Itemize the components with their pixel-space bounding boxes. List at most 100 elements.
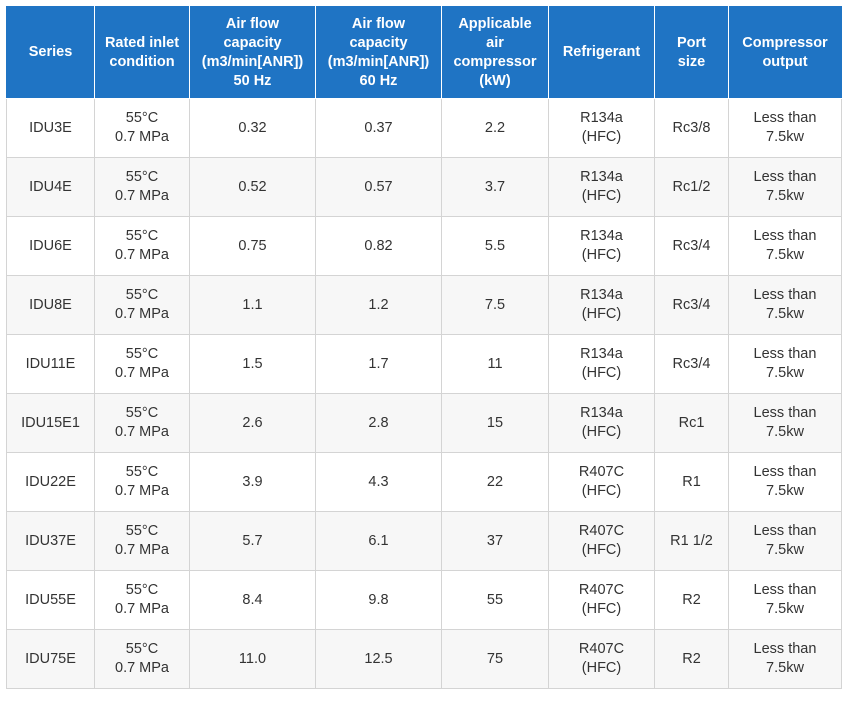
header-air-flow-60hz: Air flow capacity (m3/min[ANR]) 60 Hz [315, 6, 442, 99]
compressor-output-cell: Less than 7.5kw [728, 275, 842, 335]
rated-inlet-condition-cell-line: 55°C [125, 110, 159, 126]
refrigerant-cell-line: (HFC) [581, 483, 622, 499]
header-series: Series [6, 6, 95, 99]
header-line: Air flow [225, 15, 280, 32]
compressor-output-cell: Less than 7.5kw [728, 98, 842, 158]
rated-inlet-condition-cell-line: 0.7 MPa [115, 365, 169, 381]
rated-inlet-condition-cell: 55°C 0.7 MPa [94, 629, 190, 689]
refrigerant-cell-line: R134a [580, 228, 623, 244]
compressor-output-cell: Less than 7.5kw [728, 452, 842, 512]
refrigerant-cell-line: (HFC) [581, 542, 622, 558]
rated-inlet-condition-cell-line: 55°C [125, 169, 159, 185]
refrigerant-cell-line: R134a [580, 169, 623, 185]
header-line: air [486, 34, 504, 51]
applicable-compressor-kw-cell: 2.2 [441, 98, 549, 158]
air-flow-50hz-cell: 11.0 [189, 629, 316, 689]
header-line: capacity [349, 34, 408, 51]
refrigerant-cell-line: (HFC) [581, 365, 622, 381]
refrigerant-cell-line: R134a [580, 287, 623, 303]
refrigerant-cell: R134a (HFC) [548, 393, 655, 453]
air-flow-50hz-cell: 2.6 [189, 393, 316, 453]
refrigerant-cell: R407C (HFC) [548, 511, 655, 571]
air-flow-50hz-cell: 5.7 [189, 511, 316, 571]
series-cell: IDU55E [6, 570, 95, 630]
port-size-cell: Rc3/4 [654, 334, 729, 394]
header-line: 60 Hz [359, 72, 398, 89]
air-flow-50hz-cell: 3.9 [189, 452, 316, 512]
refrigerant-cell-line: R134a [580, 405, 623, 421]
rated-inlet-condition-cell-line: 0.7 MPa [115, 129, 169, 145]
rated-inlet-condition-cell-line: 0.7 MPa [115, 483, 169, 499]
air-flow-60hz-cell: 0.57 [315, 157, 442, 217]
refrigerant-cell: R134a (HFC) [548, 98, 655, 158]
compressor-output-cell-line: 7.5kw [766, 542, 804, 558]
header-applicable-air-compressor: Applicable air compressor (kW) [441, 6, 549, 99]
compressor-output-cell-line: Less than [753, 110, 817, 126]
compressor-output-cell-line: 7.5kw [766, 306, 804, 322]
compressor-output-cell-line: Less than [753, 641, 817, 657]
air-flow-50hz-cell: 0.52 [189, 157, 316, 217]
series-cell: IDU8E [6, 275, 95, 335]
header-line: output [762, 53, 808, 70]
table-row: IDU75E 55°C 0.7 MPa 11.0 12.5 75 R407C (HFC) R2 L… [6, 629, 842, 689]
compressor-output-cell: Less than 7.5kw [728, 393, 842, 453]
refrigerant-cell-line: (HFC) [581, 247, 622, 263]
refrigerant-cell-line: R134a [580, 110, 623, 126]
header-line: size [677, 53, 706, 70]
rated-inlet-condition-cell-line: 0.7 MPa [115, 247, 169, 263]
port-size-cell: Rc1/2 [654, 157, 729, 217]
compressor-output-cell-line: Less than [753, 346, 817, 362]
table-row: IDU11E 55°C 0.7 MPa 1.5 1.7 11 R134a (HFC) Rc3/4… [6, 334, 842, 394]
air-flow-60hz-cell: 0.82 [315, 216, 442, 276]
air-flow-50hz-cell: 1.5 [189, 334, 316, 394]
rated-inlet-condition-cell-line: 0.7 MPa [115, 188, 169, 204]
rated-inlet-condition-cell-line: 55°C [125, 464, 159, 480]
compressor-output-cell-line: Less than [753, 464, 817, 480]
compressor-output-cell-line: 7.5kw [766, 660, 804, 676]
refrigerant-cell-line: (HFC) [581, 424, 622, 440]
table-body: IDU3E 55°C 0.7 MPa 0.32 0.37 2.2 R134a (HFC) Rc3… [6, 98, 842, 689]
table-row: IDU15E1 55°C 0.7 MPa 2.6 2.8 15 R134a (HFC) Rc1 L… [6, 393, 842, 453]
air-flow-60hz-cell: 1.2 [315, 275, 442, 335]
air-flow-50hz-cell: 0.75 [189, 216, 316, 276]
series-cell: IDU6E [6, 216, 95, 276]
rated-inlet-condition-cell-line: 0.7 MPa [115, 660, 169, 676]
header-port-size: Port size [654, 6, 729, 99]
header-line: (m3/min[ANR]) [201, 53, 304, 70]
header-line: 50 Hz [233, 72, 272, 89]
rated-inlet-condition-cell-line: 55°C [125, 523, 159, 539]
refrigerant-cell-line: R407C [578, 641, 625, 657]
specification-table: Series Rated inlet condition Air flow capaci… [6, 6, 842, 689]
header-line: Compressor [742, 34, 828, 51]
compressor-output-cell-line: 7.5kw [766, 365, 804, 381]
refrigerant-cell-line: R134a [580, 346, 623, 362]
rated-inlet-condition-cell: 55°C 0.7 MPa [94, 511, 190, 571]
rated-inlet-condition-cell-line: 0.7 MPa [115, 306, 169, 322]
header-line: (kW) [479, 72, 511, 89]
air-flow-60hz-cell: 2.8 [315, 393, 442, 453]
refrigerant-cell-line: (HFC) [581, 660, 622, 676]
rated-inlet-condition-cell-line: 55°C [125, 405, 159, 421]
series-cell: IDU75E [6, 629, 95, 689]
applicable-compressor-kw-cell: 22 [441, 452, 549, 512]
air-flow-60hz-cell: 1.7 [315, 334, 442, 394]
rated-inlet-condition-cell-line: 55°C [125, 346, 159, 362]
table-row: IDU22E 55°C 0.7 MPa 3.9 4.3 22 R407C (HFC) R1 Les… [6, 452, 842, 512]
refrigerant-cell: R134a (HFC) [548, 157, 655, 217]
rated-inlet-condition-cell-line: 55°C [125, 641, 159, 657]
refrigerant-cell-line: (HFC) [581, 306, 622, 322]
compressor-output-cell: Less than 7.5kw [728, 511, 842, 571]
compressor-output-cell-line: 7.5kw [766, 188, 804, 204]
header-compressor-output: Compressor output [728, 6, 842, 99]
table-row: IDU3E 55°C 0.7 MPa 0.32 0.37 2.2 R134a (HFC) Rc3… [6, 98, 842, 158]
compressor-output-cell-line: 7.5kw [766, 247, 804, 263]
compressor-output-cell: Less than 7.5kw [728, 334, 842, 394]
rated-inlet-condition-cell: 55°C 0.7 MPa [94, 216, 190, 276]
header-line: Port [677, 34, 706, 51]
rated-inlet-condition-cell-line: 55°C [125, 228, 159, 244]
compressor-output-cell: Less than 7.5kw [728, 629, 842, 689]
rated-inlet-condition-cell-line: 0.7 MPa [115, 542, 169, 558]
header-line: Air flow [351, 15, 406, 32]
table-row: IDU37E 55°C 0.7 MPa 5.7 6.1 37 R407C (HFC) R1 1/… [6, 511, 842, 571]
air-flow-50hz-cell: 0.32 [189, 98, 316, 158]
